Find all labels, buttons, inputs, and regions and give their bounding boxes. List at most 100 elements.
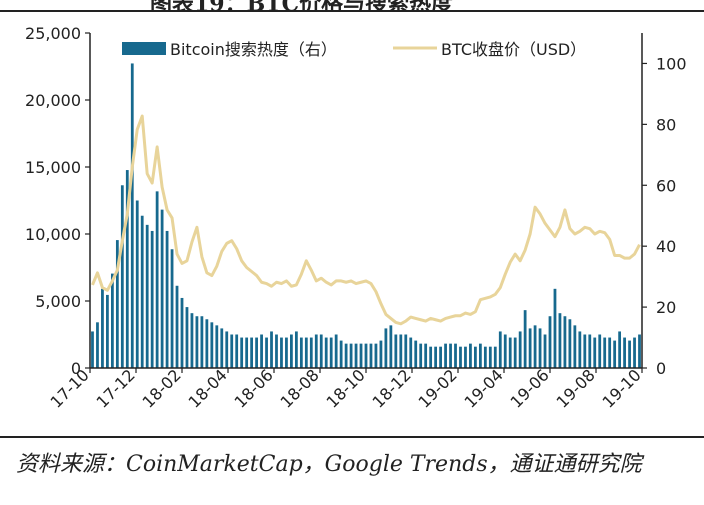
left-tick-label: 0 (71, 359, 81, 378)
search-bar (230, 334, 234, 368)
search-bar (578, 331, 582, 368)
x-tick-label: 19-02 (415, 365, 461, 411)
search-bar (538, 328, 542, 368)
search-bar (384, 328, 388, 368)
search-bar (115, 240, 119, 368)
search-bar (464, 346, 467, 368)
x-tick-label: 18-12 (369, 365, 415, 411)
bar-series-layer (91, 63, 641, 368)
search-bar (498, 331, 502, 368)
search-bar (210, 322, 214, 368)
search-bar (364, 343, 368, 368)
right-tick-label: 60 (656, 176, 676, 195)
x-tick-label: 19-06 (507, 365, 553, 411)
search-bar (270, 331, 273, 368)
search-bar (130, 63, 134, 368)
left-tick-label: 20,000 (25, 91, 81, 110)
search-bar (160, 209, 164, 368)
right-tick-label: 80 (656, 115, 676, 134)
search-bar (434, 346, 438, 368)
search-bar (568, 319, 572, 368)
search-bar (349, 343, 353, 368)
search-bar (488, 346, 492, 368)
search-bar (299, 337, 303, 368)
x-tick-label: 18-02 (139, 365, 185, 411)
search-bar (598, 334, 602, 368)
search-bar (508, 337, 512, 368)
legend-line-label: BTC收盘价（USD） (441, 40, 586, 59)
x-tick-label: 19-10 (599, 365, 645, 411)
search-bar (638, 334, 641, 368)
search-bar (419, 343, 423, 368)
search-bar (215, 325, 219, 368)
left-tick-label: 25,000 (25, 24, 81, 43)
left-tick-label: 10,000 (25, 225, 81, 244)
search-bar (593, 337, 597, 368)
search-bar (101, 288, 104, 368)
search-bar (613, 340, 617, 368)
search-bar (493, 346, 497, 368)
search-bar (150, 230, 154, 368)
search-bar (260, 334, 263, 368)
search-bar (245, 337, 249, 368)
right-tick-label: 40 (656, 237, 676, 256)
search-bar (354, 343, 358, 368)
search-bar (399, 334, 403, 368)
search-bar (110, 273, 114, 368)
search-bar (618, 331, 622, 368)
search-bar (135, 200, 139, 368)
right-tick-label: 100 (656, 54, 687, 73)
search-bar (309, 337, 313, 368)
x-tick-label: 18-08 (277, 365, 323, 411)
search-bar (294, 331, 298, 368)
price-vs-search-chart: 0 5,000 10,000 15,000 20,000 25,000 0 20 40 60 80 1… (25, 24, 687, 412)
right-tick-label: 20 (656, 298, 676, 317)
search-bar (628, 340, 631, 368)
search-bar (474, 346, 477, 368)
search-bar (140, 215, 144, 368)
search-bar (200, 316, 204, 368)
search-bar (533, 325, 537, 368)
search-bar (503, 334, 507, 368)
search-bar (290, 334, 293, 368)
search-bar (225, 331, 229, 368)
x-tick-label: 19-08 (553, 365, 599, 411)
x-tick-label: 17-12 (93, 365, 139, 411)
search-bar (155, 191, 159, 368)
search-bar (374, 343, 378, 368)
search-bar (185, 307, 189, 368)
search-bar (120, 185, 124, 368)
search-bar (394, 334, 398, 368)
search-bar (449, 343, 452, 368)
search-bar (319, 334, 323, 368)
left-tick-label: 15,000 (25, 158, 81, 177)
x-tick-label: 17-10 (47, 365, 93, 411)
search-bar (369, 343, 373, 368)
search-bar (265, 337, 268, 368)
search-bar (379, 340, 383, 368)
top-divider (0, 10, 704, 12)
search-bar (553, 288, 557, 368)
search-bar (250, 337, 254, 368)
search-bar (523, 310, 527, 368)
search-bar (469, 343, 472, 368)
source-divider (0, 436, 704, 438)
search-bar (603, 337, 607, 368)
search-bar (324, 337, 328, 368)
search-bar (205, 319, 209, 368)
legend-bar-label: Bitcoin搜索热度（右） (170, 40, 337, 59)
search-bar (483, 346, 487, 368)
search-bar (518, 331, 522, 368)
left-tick-label: 5,000 (35, 292, 81, 311)
x-tick-label: 19-04 (461, 365, 507, 411)
search-bar (180, 297, 184, 368)
search-bar (359, 343, 363, 368)
search-bar (563, 316, 567, 368)
search-bar (304, 337, 308, 368)
search-bar (404, 334, 408, 368)
price-line (91, 114, 641, 326)
search-bar (165, 230, 169, 368)
x-tick-label: 18-06 (231, 365, 277, 411)
search-bar (548, 316, 552, 368)
search-bar (285, 337, 288, 368)
